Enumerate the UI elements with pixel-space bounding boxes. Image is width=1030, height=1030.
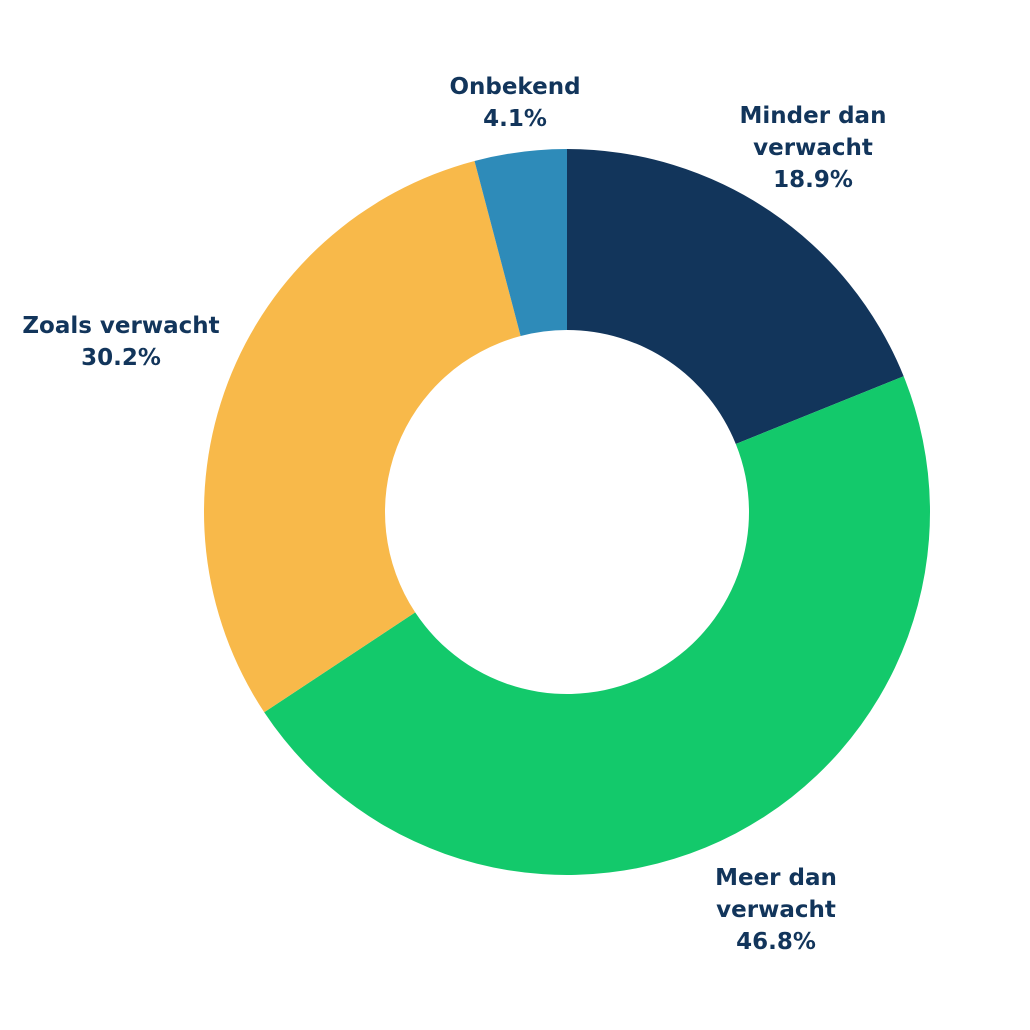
value-label: 46.8%: [736, 929, 816, 955]
slice-label: Onbekend 4.1%: [425, 71, 605, 135]
donut-slice: [567, 149, 904, 444]
category-name: Zoals verwacht: [22, 313, 220, 339]
slice-label: Meer dan verwacht 46.8%: [686, 862, 866, 958]
category-name: Onbekend: [449, 74, 581, 100]
slice-label: Minder dan verwacht 18.9%: [723, 100, 903, 196]
category-name: Meer dan verwacht: [715, 865, 837, 923]
value-label: 18.9%: [773, 167, 853, 193]
value-label: 4.1%: [483, 106, 547, 132]
slice-label: Zoals verwacht 30.2%: [0, 310, 251, 374]
donut-slice: [203, 160, 521, 713]
category-name: Minder dan verwacht: [739, 103, 887, 161]
donut-slice: [474, 149, 567, 337]
value-label: 30.2%: [81, 345, 161, 371]
donut-slice: [264, 376, 931, 876]
